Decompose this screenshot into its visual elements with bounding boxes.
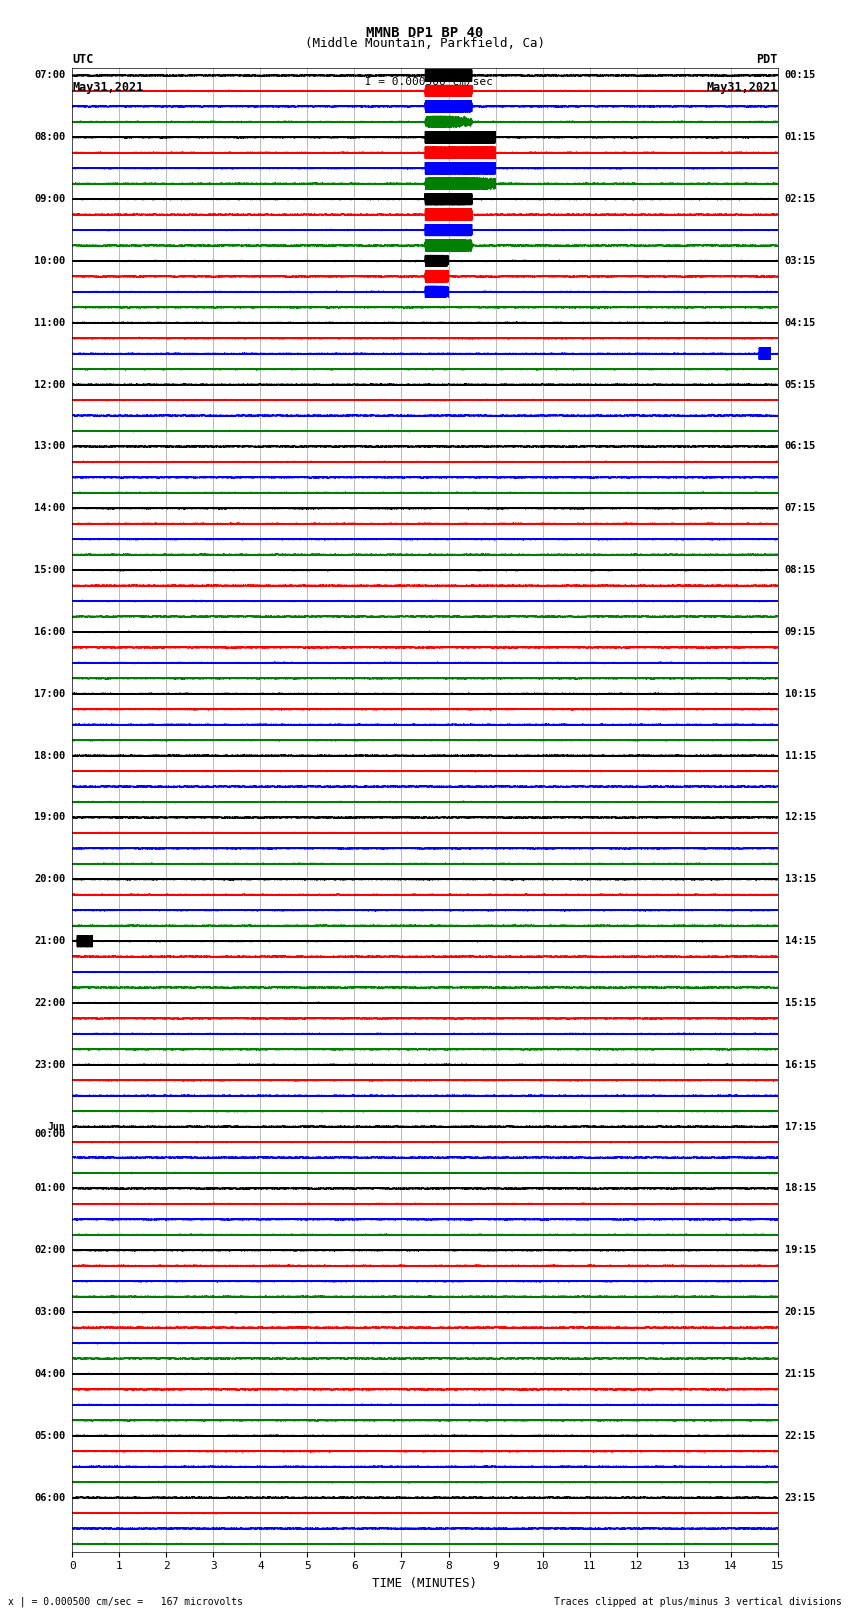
Text: 13:00: 13:00 bbox=[34, 442, 65, 452]
Text: Traces clipped at plus/minus 3 vertical divisions: Traces clipped at plus/minus 3 vertical … bbox=[553, 1597, 842, 1607]
Text: 18:15: 18:15 bbox=[785, 1184, 816, 1194]
Text: 15:15: 15:15 bbox=[785, 998, 816, 1008]
Text: 05:15: 05:15 bbox=[785, 379, 816, 390]
Text: 20:00: 20:00 bbox=[34, 874, 65, 884]
Text: 09:15: 09:15 bbox=[785, 627, 816, 637]
Text: 06:15: 06:15 bbox=[785, 442, 816, 452]
Text: 02:15: 02:15 bbox=[785, 194, 816, 205]
Text: 10:00: 10:00 bbox=[34, 256, 65, 266]
Text: Jun: Jun bbox=[48, 1121, 65, 1132]
Text: (Middle Mountain, Parkfield, Ca): (Middle Mountain, Parkfield, Ca) bbox=[305, 37, 545, 50]
Text: 01:00: 01:00 bbox=[34, 1184, 65, 1194]
Text: 01:15: 01:15 bbox=[785, 132, 816, 142]
Text: 00:15: 00:15 bbox=[785, 71, 816, 81]
Text: 15:00: 15:00 bbox=[34, 565, 65, 576]
Text: May31,2021: May31,2021 bbox=[706, 81, 778, 94]
Text: 12:00: 12:00 bbox=[34, 379, 65, 390]
Text: 13:15: 13:15 bbox=[785, 874, 816, 884]
Text: 16:00: 16:00 bbox=[34, 627, 65, 637]
Text: 18:00: 18:00 bbox=[34, 750, 65, 761]
Text: MMNB DP1 BP 40: MMNB DP1 BP 40 bbox=[366, 26, 484, 40]
Text: 17:15: 17:15 bbox=[785, 1121, 816, 1132]
Text: 03:15: 03:15 bbox=[785, 256, 816, 266]
Text: 23:00: 23:00 bbox=[34, 1060, 65, 1069]
Text: 08:00: 08:00 bbox=[34, 132, 65, 142]
Text: 20:15: 20:15 bbox=[785, 1307, 816, 1318]
Text: 16:15: 16:15 bbox=[785, 1060, 816, 1069]
Text: 23:15: 23:15 bbox=[785, 1492, 816, 1503]
Text: 19:15: 19:15 bbox=[785, 1245, 816, 1255]
Text: 11:15: 11:15 bbox=[785, 750, 816, 761]
Text: UTC: UTC bbox=[72, 53, 94, 66]
Text: 11:00: 11:00 bbox=[34, 318, 65, 327]
Text: x | = 0.000500 cm/sec =   167 microvolts: x | = 0.000500 cm/sec = 167 microvolts bbox=[8, 1595, 243, 1607]
Text: 00:00: 00:00 bbox=[34, 1129, 65, 1139]
Text: 22:00: 22:00 bbox=[34, 998, 65, 1008]
Text: 21:00: 21:00 bbox=[34, 936, 65, 947]
Text: 17:00: 17:00 bbox=[34, 689, 65, 698]
Text: 10:15: 10:15 bbox=[785, 689, 816, 698]
Text: 19:00: 19:00 bbox=[34, 813, 65, 823]
Text: 06:00: 06:00 bbox=[34, 1492, 65, 1503]
Text: 02:00: 02:00 bbox=[34, 1245, 65, 1255]
Text: 14:00: 14:00 bbox=[34, 503, 65, 513]
Text: 08:15: 08:15 bbox=[785, 565, 816, 576]
Text: 21:15: 21:15 bbox=[785, 1369, 816, 1379]
Text: 07:00: 07:00 bbox=[34, 71, 65, 81]
Text: 07:15: 07:15 bbox=[785, 503, 816, 513]
Text: I = 0.000500 cm/sec: I = 0.000500 cm/sec bbox=[358, 77, 492, 87]
Text: 22:15: 22:15 bbox=[785, 1431, 816, 1440]
X-axis label: TIME (MINUTES): TIME (MINUTES) bbox=[372, 1578, 478, 1590]
Text: May31,2021: May31,2021 bbox=[72, 81, 144, 94]
Text: 12:15: 12:15 bbox=[785, 813, 816, 823]
Text: 09:00: 09:00 bbox=[34, 194, 65, 205]
Text: 04:15: 04:15 bbox=[785, 318, 816, 327]
Text: 14:15: 14:15 bbox=[785, 936, 816, 947]
Text: 05:00: 05:00 bbox=[34, 1431, 65, 1440]
Text: 04:00: 04:00 bbox=[34, 1369, 65, 1379]
Text: 03:00: 03:00 bbox=[34, 1307, 65, 1318]
Text: PDT: PDT bbox=[756, 53, 778, 66]
